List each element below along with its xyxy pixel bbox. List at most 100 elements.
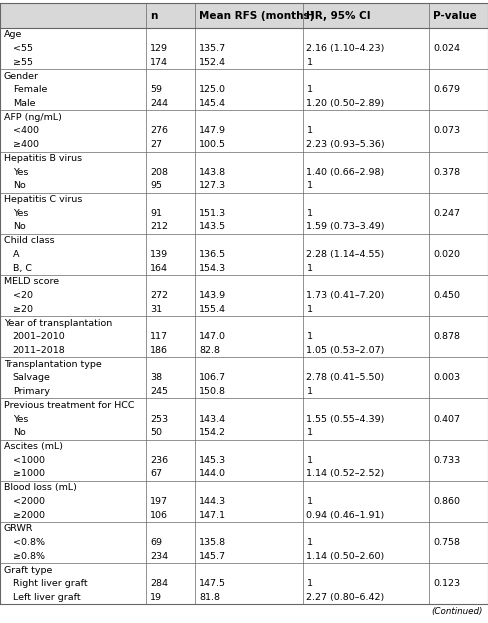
Text: 2.27 (0.80–6.42): 2.27 (0.80–6.42) bbox=[306, 593, 385, 602]
Text: 2.16 (1.10–4.23): 2.16 (1.10–4.23) bbox=[306, 44, 385, 53]
Text: 129: 129 bbox=[150, 44, 168, 53]
Text: 143.8: 143.8 bbox=[199, 168, 226, 176]
Text: MELD score: MELD score bbox=[4, 277, 59, 287]
Text: 253: 253 bbox=[150, 414, 168, 424]
Text: 136.5: 136.5 bbox=[199, 250, 226, 259]
Text: A: A bbox=[13, 250, 19, 259]
Text: 50: 50 bbox=[150, 428, 163, 437]
Text: Yes: Yes bbox=[13, 168, 28, 176]
Text: 117: 117 bbox=[150, 332, 168, 341]
Text: ≥400: ≥400 bbox=[13, 140, 39, 149]
Text: 150.8: 150.8 bbox=[199, 387, 226, 396]
Text: No: No bbox=[13, 428, 25, 437]
Text: 1: 1 bbox=[306, 538, 312, 547]
Text: 135.7: 135.7 bbox=[199, 44, 226, 53]
Text: <400: <400 bbox=[13, 126, 39, 135]
Text: 147.9: 147.9 bbox=[199, 126, 226, 135]
Text: 106: 106 bbox=[150, 511, 168, 520]
Text: 27: 27 bbox=[150, 140, 163, 149]
Text: 244: 244 bbox=[150, 99, 168, 108]
Text: 1: 1 bbox=[306, 456, 312, 465]
Text: 145.7: 145.7 bbox=[199, 552, 226, 561]
Text: 0.860: 0.860 bbox=[433, 497, 460, 506]
Text: 0.378: 0.378 bbox=[433, 168, 461, 176]
Text: 1: 1 bbox=[306, 126, 312, 135]
Text: 0.003: 0.003 bbox=[433, 373, 461, 383]
Text: 1: 1 bbox=[306, 264, 312, 273]
Text: 145.4: 145.4 bbox=[199, 99, 226, 108]
Text: 1: 1 bbox=[306, 181, 312, 190]
Text: n: n bbox=[150, 11, 158, 21]
Text: 0.123: 0.123 bbox=[433, 579, 461, 588]
Text: ≥0.8%: ≥0.8% bbox=[13, 552, 45, 561]
Text: 1: 1 bbox=[306, 579, 312, 588]
Text: GRWR: GRWR bbox=[4, 525, 33, 533]
Text: 125.0: 125.0 bbox=[199, 85, 226, 94]
Text: 2.78 (0.41–5.50): 2.78 (0.41–5.50) bbox=[306, 373, 385, 383]
Text: 1: 1 bbox=[306, 305, 312, 314]
Text: Gender: Gender bbox=[4, 72, 39, 80]
Text: ≥20: ≥20 bbox=[13, 305, 33, 314]
Text: 0.94 (0.46–1.91): 0.94 (0.46–1.91) bbox=[306, 511, 385, 520]
Text: 155.4: 155.4 bbox=[199, 305, 226, 314]
Text: Yes: Yes bbox=[13, 209, 28, 218]
Text: 245: 245 bbox=[150, 387, 168, 396]
Text: 0.733: 0.733 bbox=[433, 456, 461, 465]
Text: 1: 1 bbox=[306, 332, 312, 341]
Text: 145.3: 145.3 bbox=[199, 456, 226, 465]
Text: 81.8: 81.8 bbox=[199, 593, 220, 602]
Text: 19: 19 bbox=[150, 593, 163, 602]
Text: 67: 67 bbox=[150, 470, 163, 478]
Text: No: No bbox=[13, 181, 25, 190]
Text: Child class: Child class bbox=[4, 236, 55, 245]
Text: 1: 1 bbox=[306, 209, 312, 218]
Text: 147.5: 147.5 bbox=[199, 579, 226, 588]
Text: 197: 197 bbox=[150, 497, 168, 506]
Text: Hepatitis C virus: Hepatitis C virus bbox=[4, 195, 82, 204]
Text: 1.20 (0.50–2.89): 1.20 (0.50–2.89) bbox=[306, 99, 385, 108]
Text: 144.0: 144.0 bbox=[199, 470, 226, 478]
Text: 143.5: 143.5 bbox=[199, 222, 226, 232]
Text: Salvage: Salvage bbox=[13, 373, 51, 383]
Text: 0.758: 0.758 bbox=[433, 538, 460, 547]
Text: 0.247: 0.247 bbox=[433, 209, 460, 218]
Text: 1.14 (0.50–2.60): 1.14 (0.50–2.60) bbox=[306, 552, 385, 561]
Text: B, C: B, C bbox=[13, 264, 32, 273]
Text: 0.024: 0.024 bbox=[433, 44, 460, 53]
Text: 154.2: 154.2 bbox=[199, 428, 226, 437]
Text: 82.8: 82.8 bbox=[199, 346, 220, 355]
Text: Ascites (mL): Ascites (mL) bbox=[4, 442, 63, 451]
Text: 0.407: 0.407 bbox=[433, 414, 460, 424]
Text: 0.450: 0.450 bbox=[433, 291, 460, 300]
Text: Hepatitis B virus: Hepatitis B virus bbox=[4, 154, 82, 163]
Text: 2.28 (1.14–4.55): 2.28 (1.14–4.55) bbox=[306, 250, 385, 259]
Text: 91: 91 bbox=[150, 209, 163, 218]
Text: 95: 95 bbox=[150, 181, 163, 190]
Text: Graft type: Graft type bbox=[4, 566, 52, 574]
Text: <20: <20 bbox=[13, 291, 33, 300]
Text: 2001–2010: 2001–2010 bbox=[13, 332, 65, 341]
Text: <2000: <2000 bbox=[13, 497, 45, 506]
Text: 69: 69 bbox=[150, 538, 163, 547]
Text: Male: Male bbox=[13, 99, 35, 108]
Text: 1: 1 bbox=[306, 428, 312, 437]
Text: 143.4: 143.4 bbox=[199, 414, 226, 424]
Text: 186: 186 bbox=[150, 346, 168, 355]
Text: (Continued): (Continued) bbox=[432, 607, 483, 616]
Text: 284: 284 bbox=[150, 579, 168, 588]
Text: 236: 236 bbox=[150, 456, 168, 465]
Text: Transplantation type: Transplantation type bbox=[4, 359, 102, 369]
Text: 1: 1 bbox=[306, 497, 312, 506]
Bar bbox=[0, 3, 488, 28]
Text: 164: 164 bbox=[150, 264, 168, 273]
Text: Mean RFS (months): Mean RFS (months) bbox=[199, 11, 314, 21]
Text: <1000: <1000 bbox=[13, 456, 45, 465]
Text: 276: 276 bbox=[150, 126, 168, 135]
Text: 0.679: 0.679 bbox=[433, 85, 460, 94]
Text: 1.73 (0.41–7.20): 1.73 (0.41–7.20) bbox=[306, 291, 385, 300]
Text: 127.3: 127.3 bbox=[199, 181, 226, 190]
Text: 151.3: 151.3 bbox=[199, 209, 226, 218]
Text: 2011–2018: 2011–2018 bbox=[13, 346, 65, 355]
Text: Left liver graft: Left liver graft bbox=[13, 593, 81, 602]
Text: <55: <55 bbox=[13, 44, 33, 53]
